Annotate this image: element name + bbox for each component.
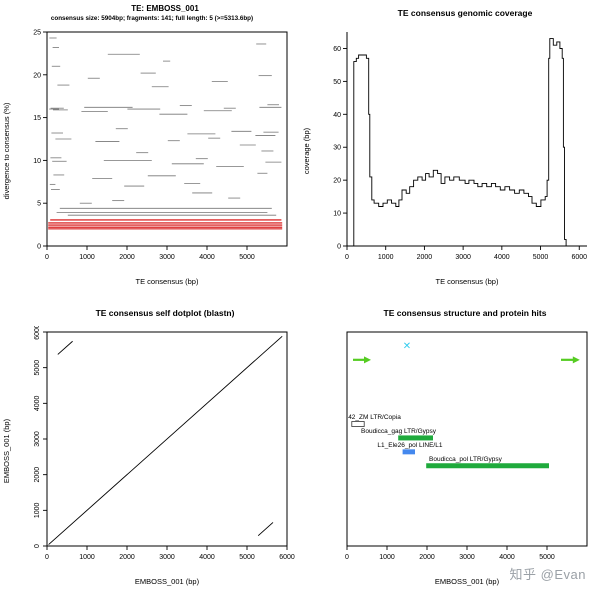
svg-text:10: 10	[333, 211, 341, 218]
svg-text:Boudicca_gag LTR/Gypsy: Boudicca_gag LTR/Gypsy	[361, 428, 437, 435]
svg-text:1000: 1000	[34, 502, 41, 518]
svg-text:6000: 6000	[571, 254, 587, 261]
svg-text:6000: 6000	[34, 326, 41, 340]
svg-text:5000: 5000	[239, 254, 255, 261]
coverage-plot: 0 1000 2000 3000 4000 5000 6000 0 10 20 30 40 50 60	[333, 32, 587, 261]
svg-text:1000: 1000	[378, 254, 394, 261]
svg-text:2000: 2000	[419, 554, 435, 561]
panel-coverage: TE consensus genomic coverage 0 1000 2000 3…	[300, 0, 600, 299]
svg-text:3000: 3000	[34, 431, 41, 447]
svg-text:42_ZM LTR/Copia: 42_ZM LTR/Copia	[348, 414, 401, 421]
svg-text:3000: 3000	[159, 254, 175, 261]
svg-text:6000: 6000	[279, 554, 295, 561]
svg-text:4000: 4000	[494, 254, 510, 261]
dotplot-xlabel: EMBOSS_001 (bp)	[134, 577, 200, 586]
svg-text:0: 0	[345, 254, 349, 261]
dotplot-title: TE consensus self dotplot (blastn)	[95, 308, 235, 318]
svg-text:15: 15	[33, 115, 41, 122]
coverage-ylabel: coverage (bp)	[302, 127, 311, 175]
svg-text:30: 30	[333, 145, 341, 152]
svg-text:20: 20	[333, 178, 341, 185]
svg-text:4000: 4000	[499, 554, 515, 561]
svg-text:2000: 2000	[34, 467, 41, 483]
svg-text:0: 0	[345, 554, 349, 561]
panel-dotplot: TE consensus self dotplot (blastn) 0 1000…	[0, 300, 300, 599]
watermark: 知乎 @Evan	[509, 567, 586, 582]
divergence-ylabel: divergence to consensus (%)	[2, 102, 11, 200]
svg-text:5000: 5000	[533, 254, 549, 261]
svg-text:5: 5	[37, 201, 41, 208]
svg-text:2000: 2000	[119, 554, 135, 561]
dotplot-ylabel: EMBOSS_001 (bp)	[2, 418, 11, 484]
divergence-subtitle: consensus size: 5904bp; fragments: 141; …	[50, 15, 254, 22]
structure-plot: 0 1000 2000 3000 4000 5000 ✕ 42_ZM LTR/Copia Bou…	[345, 331, 588, 561]
svg-text:3000: 3000	[459, 554, 475, 561]
svg-text:5000: 5000	[34, 360, 41, 376]
svg-text:0: 0	[337, 244, 341, 251]
structure-xlabel: EMBOSS_001 (bp)	[434, 577, 500, 586]
svg-text:10: 10	[33, 158, 41, 165]
svg-text:4000: 4000	[199, 554, 215, 561]
divergence-plot: 0 1000 2000 3000 4000 5000 0 5 10 15 20 25	[33, 30, 288, 261]
svg-text:40: 40	[333, 112, 341, 119]
svg-text:25: 25	[33, 30, 41, 37]
dotplot-plot: 0 1000 2000 3000 4000 5000 6000 0 1000 2000 3000 40…	[34, 326, 295, 561]
svg-text:60: 60	[333, 46, 341, 53]
svg-text:5000: 5000	[239, 554, 255, 561]
svg-text:3000: 3000	[455, 254, 471, 261]
svg-text:1000: 1000	[79, 554, 95, 561]
svg-text:50: 50	[333, 79, 341, 86]
divergence-xlabel: TE consensus (bp)	[135, 277, 199, 286]
svg-text:0: 0	[37, 244, 41, 251]
svg-text:2000: 2000	[119, 254, 135, 261]
svg-text:0: 0	[45, 254, 49, 261]
panel-structure: TE consensus structure and protein hits …	[300, 300, 600, 599]
coverage-xlabel: TE consensus (bp)	[435, 277, 499, 286]
svg-text:✕: ✕	[403, 341, 411, 352]
svg-text:1000: 1000	[79, 254, 95, 261]
panel-divergence: TE: EMBOSS_001 consensus size: 5904bp; f…	[0, 0, 300, 299]
coverage-title: TE consensus genomic coverage	[397, 8, 533, 18]
svg-text:5000: 5000	[539, 554, 555, 561]
svg-text:3000: 3000	[159, 554, 175, 561]
svg-text:2000: 2000	[417, 254, 433, 261]
svg-text:1000: 1000	[379, 554, 395, 561]
svg-text:4000: 4000	[199, 254, 215, 261]
svg-text:20: 20	[33, 72, 41, 79]
svg-text:4000: 4000	[34, 395, 41, 411]
svg-text:L1_Ele26_pol LINE/L1: L1_Ele26_pol LINE/L1	[377, 442, 442, 449]
svg-text:0: 0	[34, 544, 41, 548]
structure-title: TE consensus structure and protein hits	[383, 308, 547, 318]
divergence-title: TE: EMBOSS_001	[131, 4, 199, 13]
svg-text:0: 0	[45, 554, 49, 561]
svg-text:Boudicca_pol LTR/Gypsy: Boudicca_pol LTR/Gypsy	[429, 456, 503, 463]
